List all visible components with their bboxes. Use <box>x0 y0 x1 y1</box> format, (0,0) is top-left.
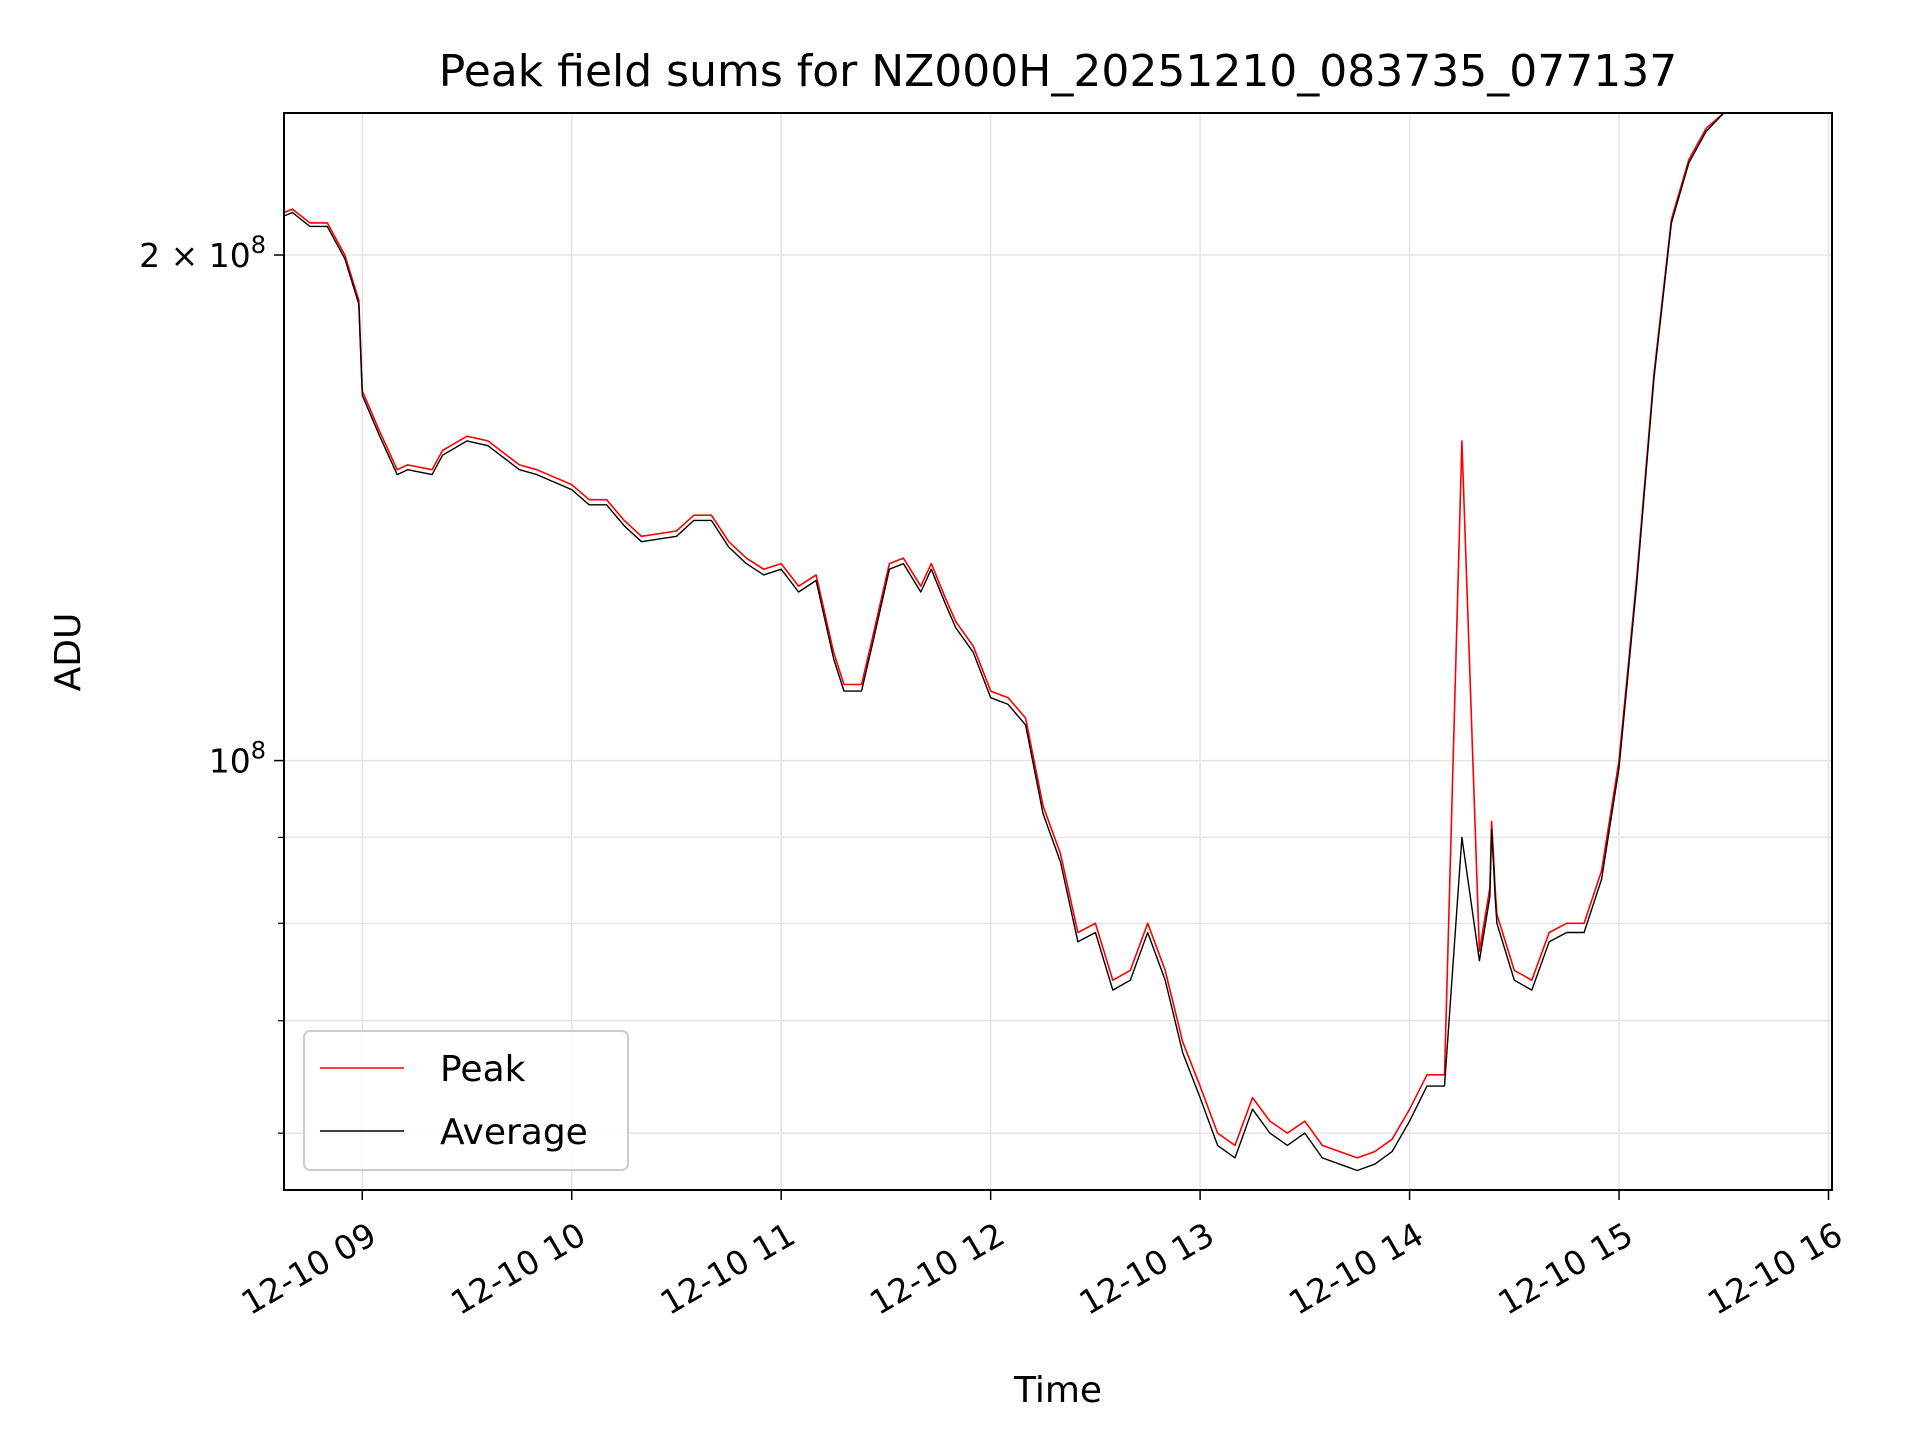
plot-frame <box>283 112 1833 1191</box>
series-line-average <box>284 113 1832 1172</box>
y-tick-label-prefix: 2 × <box>139 236 209 275</box>
y-axis-label: ADU <box>48 613 89 692</box>
chart-title: Peak field sums for NZ000H_20251210_0837… <box>439 46 1677 97</box>
x-axis-label: Time <box>1013 1370 1102 1411</box>
y-tick-label-exponent: 8 <box>251 737 266 765</box>
y-tick-label-exponent: 8 <box>251 231 266 259</box>
y-tick-label: 2 × 108 <box>139 231 266 275</box>
legend-box <box>303 1030 629 1171</box>
legend-average-label: Average <box>440 1112 588 1153</box>
legend-peak-label: Peak <box>440 1049 526 1090</box>
series-layer <box>284 113 1832 1172</box>
y-tick-label-base: 10 <box>209 236 251 275</box>
y-tick-label-base: 10 <box>209 742 251 781</box>
series-line-peak <box>284 113 1832 1159</box>
legend: Peak Average <box>303 1030 629 1171</box>
y-tick-label: 108 <box>209 737 266 781</box>
